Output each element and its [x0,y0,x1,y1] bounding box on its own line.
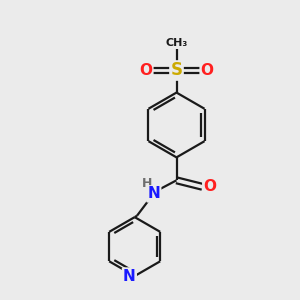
Text: CH₃: CH₃ [165,38,188,48]
Text: N: N [123,268,136,284]
Text: S: S [170,61,182,80]
Text: O: O [203,179,216,194]
Text: O: O [201,63,214,78]
Text: H: H [142,177,152,190]
Text: O: O [140,63,152,78]
Text: N: N [148,186,160,201]
